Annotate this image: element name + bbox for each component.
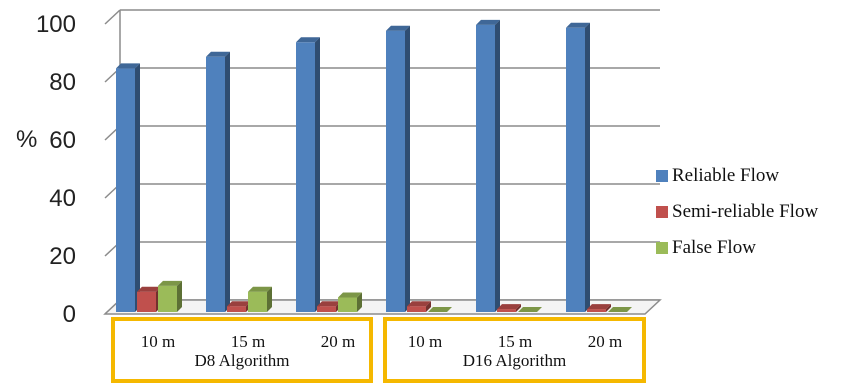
y-tick-label: 40 xyxy=(49,185,76,212)
bar-top xyxy=(587,304,611,310)
bar-side xyxy=(177,280,182,312)
y-axis-ticks: 0 20 40 60 80 100 xyxy=(36,11,76,328)
x-category-label: 15 m xyxy=(231,332,265,351)
bar-front xyxy=(338,297,357,312)
bar-front xyxy=(497,309,516,312)
group-boxes: D8 Algorithm D16 Algorithm xyxy=(111,317,646,383)
group-label: D8 Algorithm xyxy=(195,351,290,370)
bar-side xyxy=(225,51,230,313)
bar-side xyxy=(585,22,590,313)
bar xyxy=(137,286,161,312)
x-axis-labels: 10 m 15 m 20 m 10 m 15 m 20 m xyxy=(141,332,622,351)
bar-top xyxy=(317,301,341,307)
bar xyxy=(428,307,452,312)
bar-top xyxy=(158,280,182,286)
bar-top xyxy=(116,63,140,69)
gridline-side xyxy=(104,9,121,25)
bar-top xyxy=(338,292,362,298)
y-tick-label: 100 xyxy=(36,11,76,38)
bar-front xyxy=(566,27,585,313)
bar-front xyxy=(248,291,267,312)
bar xyxy=(566,22,590,313)
legend-label: Semi-reliable Flow xyxy=(672,201,818,222)
bar xyxy=(158,280,182,312)
legend-label: False Flow xyxy=(672,237,756,258)
bar-side xyxy=(426,301,431,312)
bar xyxy=(518,307,542,312)
bar xyxy=(587,304,611,312)
x-category-label: 15 m xyxy=(498,332,532,351)
bar xyxy=(248,286,272,312)
bar xyxy=(338,292,362,312)
bar-top xyxy=(296,37,320,43)
bar-top xyxy=(248,286,272,292)
bar-side xyxy=(135,63,140,313)
y-tick-label: 0 xyxy=(63,301,76,328)
group-box xyxy=(111,317,373,383)
x-category-label: 20 m xyxy=(588,332,622,351)
bar-top xyxy=(608,307,632,312)
group-box xyxy=(383,317,646,383)
group-label: D16 Algorithm xyxy=(463,351,566,370)
bar-side xyxy=(405,25,410,312)
bar xyxy=(317,301,341,312)
bar xyxy=(206,51,230,313)
x-category-label: 10 m xyxy=(141,332,175,351)
bar-front xyxy=(317,306,336,312)
bar-top xyxy=(386,25,410,31)
bar-top xyxy=(476,19,500,25)
bar-front xyxy=(407,306,426,312)
bar-top xyxy=(518,307,542,312)
bar-top xyxy=(137,286,161,292)
legend: Reliable Flow Semi-reliable Flow False Flo… xyxy=(656,165,818,258)
bar-top xyxy=(407,301,431,307)
bar-front xyxy=(227,306,246,312)
bars xyxy=(116,19,632,313)
legend-item: False Flow xyxy=(656,237,756,258)
bar xyxy=(116,63,140,313)
bar-front xyxy=(296,42,315,313)
bar xyxy=(476,19,500,313)
bar xyxy=(497,304,521,312)
bar-side xyxy=(606,304,611,312)
bar xyxy=(227,301,251,312)
bar-front xyxy=(386,30,405,312)
legend-item: Semi-reliable Flow xyxy=(656,201,818,222)
bar-front xyxy=(476,24,495,313)
bar-side xyxy=(516,304,521,312)
bar-front xyxy=(158,285,177,312)
y-tick-label: 80 xyxy=(49,69,76,96)
legend-item: Reliable Flow xyxy=(656,165,779,186)
bar-side xyxy=(267,286,272,312)
legend-swatch xyxy=(656,170,668,182)
bar-side xyxy=(357,292,362,312)
bar xyxy=(407,301,431,312)
y-tick-label: 20 xyxy=(49,243,76,270)
x-category-label: 10 m xyxy=(408,332,442,351)
bar-side xyxy=(315,37,320,313)
bar-top xyxy=(206,51,230,57)
bar-top xyxy=(497,304,521,310)
bar xyxy=(296,37,320,313)
y-tick-label: 60 xyxy=(49,127,76,154)
bar xyxy=(386,25,410,312)
x-category-label: 20 m xyxy=(321,332,355,351)
bar-front xyxy=(587,309,606,312)
legend-swatch xyxy=(656,242,668,254)
y-axis-label: % xyxy=(16,126,37,153)
bar-top xyxy=(566,22,590,28)
legend-swatch xyxy=(656,206,668,218)
bar-side xyxy=(495,19,500,313)
bar-top xyxy=(227,301,251,307)
bar-front xyxy=(206,56,225,312)
bar-top xyxy=(428,307,452,312)
bar xyxy=(608,307,632,312)
legend-label: Reliable Flow xyxy=(672,165,779,186)
bar-front xyxy=(116,68,135,313)
bar-front xyxy=(137,291,156,312)
